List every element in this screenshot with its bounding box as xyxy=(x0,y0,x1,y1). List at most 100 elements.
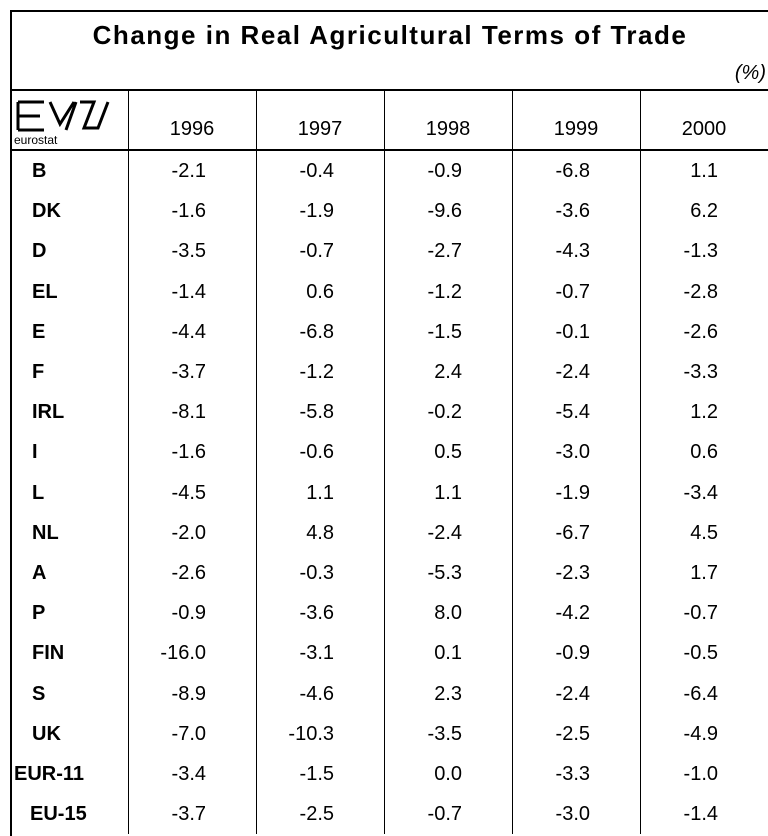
column-header: 1999 xyxy=(553,118,599,140)
value-cell: -0.1 xyxy=(555,320,590,343)
column-header: 1996 xyxy=(169,118,215,140)
value-cell: -0.7 xyxy=(555,280,590,303)
column-line xyxy=(512,90,513,834)
value-cell: -6.8 xyxy=(555,160,590,182)
value-cell: -1.2 xyxy=(427,280,462,303)
value-cell: -1.3 xyxy=(683,240,718,263)
value-cell: -2.7 xyxy=(427,240,462,263)
value-cell: -6.8 xyxy=(299,320,334,343)
row-label: NL xyxy=(32,521,59,544)
value-cell: 8.0 xyxy=(434,602,462,625)
value-cell: -1.9 xyxy=(555,481,590,504)
column-line xyxy=(384,90,385,834)
column-line xyxy=(640,90,641,834)
value-cell: -2.6 xyxy=(683,320,718,343)
value-cell: -0.7 xyxy=(299,240,334,263)
row-label: EL xyxy=(32,280,58,303)
value-cell: -2.5 xyxy=(299,803,334,826)
value-cell: -5.4 xyxy=(555,401,590,424)
value-cell: -2.4 xyxy=(555,682,590,705)
value-cell: -3.5 xyxy=(427,722,462,745)
value-cell: -7.0 xyxy=(171,722,206,745)
logo-e xyxy=(16,100,44,132)
value-cell: -3.6 xyxy=(555,200,590,223)
value-cell: -3.6 xyxy=(299,602,334,625)
value-cell: -3.5 xyxy=(171,240,206,263)
row-label: FIN xyxy=(32,642,65,665)
value-cell: -3.7 xyxy=(171,361,206,383)
row-label: EUR-11 xyxy=(14,763,85,785)
value-cell: -0.9 xyxy=(171,602,206,625)
value-cell: -5.8 xyxy=(299,401,334,424)
value-cell: -0.7 xyxy=(683,602,718,625)
table-frame xyxy=(10,10,768,836)
table-title: Change in Real Agricultural Terms of Tra… xyxy=(92,20,688,50)
value-cell: -4.9 xyxy=(683,722,718,745)
value-cell: -1.4 xyxy=(683,803,718,826)
value-cell: -6.7 xyxy=(555,521,590,544)
value-cell: -6.4 xyxy=(683,682,718,705)
row-label: E xyxy=(32,320,46,343)
value-cell: 0.0 xyxy=(434,763,462,785)
value-cell: -0.5 xyxy=(683,642,718,665)
row-label: I xyxy=(32,441,38,464)
value-cell: -3.4 xyxy=(171,763,206,785)
value-cell: 1.1 xyxy=(690,160,718,182)
row-label: F xyxy=(32,361,45,383)
value-cell: -1.2 xyxy=(299,361,334,383)
value-cell: -16.0 xyxy=(160,642,206,665)
value-cell: 1.2 xyxy=(690,401,718,424)
value-cell: -1.9 xyxy=(299,200,334,223)
value-cell: -2.4 xyxy=(555,361,590,383)
value-cell: 0.6 xyxy=(306,280,334,303)
unit-label: (%) xyxy=(734,62,766,84)
value-cell: -0.9 xyxy=(427,160,462,182)
value-cell: -1.4 xyxy=(171,280,206,303)
value-cell: -8.1 xyxy=(171,401,206,424)
value-cell: -0.6 xyxy=(299,441,334,464)
value-cell: -0.2 xyxy=(427,401,462,424)
value-cell: -2.0 xyxy=(171,521,206,544)
value-cell: 4.5 xyxy=(690,521,718,544)
column-line xyxy=(256,90,257,834)
row-label: S xyxy=(32,682,46,705)
title-separator xyxy=(10,89,768,91)
value-cell: -4.6 xyxy=(299,682,334,705)
value-cell: 0.6 xyxy=(690,441,718,464)
row-label: D xyxy=(32,240,47,263)
row-label: A xyxy=(32,562,47,584)
value-cell: 1.1 xyxy=(306,481,334,504)
column-header: 1997 xyxy=(297,118,343,140)
row-label: B xyxy=(32,160,47,182)
logo xyxy=(16,100,110,132)
value-cell: 2.4 xyxy=(434,361,462,383)
value-cell: -4.3 xyxy=(555,240,590,263)
row-label: P xyxy=(32,602,46,625)
value-cell: -1.5 xyxy=(299,763,334,785)
value-cell: -0.9 xyxy=(555,642,590,665)
value-cell: -3.1 xyxy=(299,642,334,665)
value-cell: 6.2 xyxy=(690,200,718,223)
value-cell: -9.6 xyxy=(427,200,462,223)
value-cell: 1.7 xyxy=(690,562,718,584)
row-label: L xyxy=(32,481,45,504)
row-label: DK xyxy=(32,200,61,223)
value-cell: -1.6 xyxy=(171,441,206,464)
value-cell: -4.4 xyxy=(171,320,206,343)
row-label: IRL xyxy=(32,401,65,424)
value-cell: -4.2 xyxy=(555,602,590,625)
value-cell: -5.3 xyxy=(427,562,462,584)
value-cell: -2.1 xyxy=(171,160,206,182)
value-cell: -2.6 xyxy=(171,562,206,584)
column-header: 1998 xyxy=(425,118,471,140)
value-cell: -0.3 xyxy=(299,562,334,584)
value-cell: 4.8 xyxy=(306,521,334,544)
value-cell: -2.4 xyxy=(427,521,462,544)
row-label: EU-15 xyxy=(30,803,87,826)
value-cell: 0.5 xyxy=(434,441,462,464)
value-cell: 1.1 xyxy=(434,481,462,504)
value-cell: -3.3 xyxy=(555,763,590,785)
value-cell: -0.4 xyxy=(299,160,334,182)
value-cell: -1.0 xyxy=(683,763,718,785)
